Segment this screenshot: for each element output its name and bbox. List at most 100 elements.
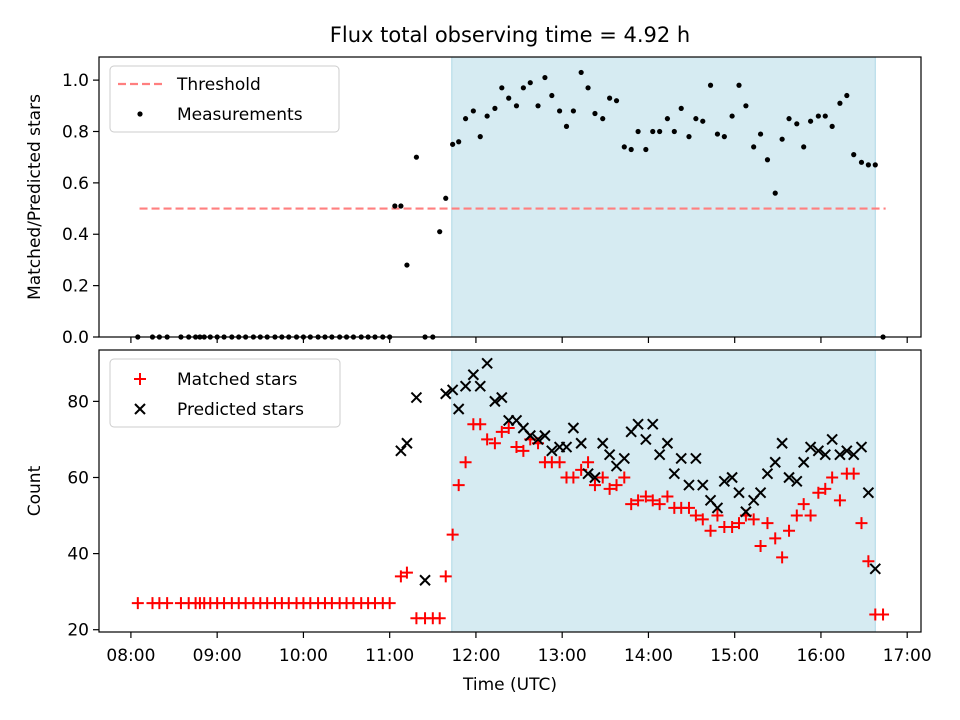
bottom-legend-box	[109, 358, 341, 428]
matched-star-point	[588, 479, 601, 492]
measurement-point	[462, 116, 469, 122]
measurement-point	[794, 121, 800, 127]
measurement-point	[751, 144, 757, 150]
predicted-star-point	[661, 437, 674, 449]
measurement-point	[450, 141, 456, 147]
predicted-star-point	[401, 437, 413, 449]
predicted-star-point	[769, 456, 781, 468]
predicted-star-point	[812, 445, 825, 457]
predicted-star-point	[419, 574, 431, 586]
predicted-star-point	[668, 467, 681, 480]
matched-star-point	[733, 517, 746, 530]
matched-star-point	[819, 482, 832, 495]
predicted-star-point	[718, 475, 731, 488]
predicted-legend-label: Predicted stars	[177, 400, 304, 420]
matched-star-point	[855, 517, 868, 530]
predicted-star-point	[489, 395, 501, 408]
measurement-point	[786, 116, 792, 122]
matched-star-point	[452, 479, 465, 492]
predicted-star-point	[783, 471, 795, 484]
measurement-point	[535, 103, 541, 109]
measurement-point	[613, 98, 620, 104]
top-y-tick-label: 0.2	[62, 277, 89, 297]
matched-star-point	[439, 570, 452, 583]
matched-star-point	[862, 555, 875, 568]
measurement-point	[743, 103, 749, 109]
measurement-point	[437, 229, 443, 235]
predicted-star-point	[410, 391, 423, 404]
predicted-star-point	[740, 506, 752, 518]
predicted-star-point	[711, 502, 724, 514]
matched-star-point	[161, 597, 174, 610]
measurement-point	[392, 203, 398, 209]
matched-star-point	[783, 524, 796, 537]
matched-star-point	[812, 486, 825, 499]
predicted-star-point	[791, 475, 803, 488]
predicted-star-point	[618, 452, 630, 465]
x-tick-label: 10:00	[279, 646, 328, 666]
predicted-star-point	[804, 441, 817, 453]
top-panel: 0.0 0.2 0.4 0.6 0.8 1.0 Matched/Predicted sta…	[25, 56, 922, 348]
measurement-point	[807, 118, 814, 124]
matched-star-point	[625, 498, 638, 511]
matched-star-point	[510, 441, 523, 454]
measurement-point	[413, 154, 420, 160]
top-highlight-span	[451, 56, 876, 338]
matched-star-point	[761, 517, 774, 530]
measurement-point	[729, 113, 735, 119]
bottom-axes-frame	[98, 349, 922, 633]
predicted-star-point	[632, 418, 644, 430]
x-tick-label: 11:00	[365, 646, 414, 666]
predicted-star-point	[862, 487, 875, 499]
matched-star-point	[833, 494, 846, 507]
measurement-point	[837, 100, 843, 106]
measurement-point	[872, 162, 878, 168]
top-axes-frame	[98, 56, 922, 338]
measurement-point	[506, 95, 512, 101]
matched-star-point	[797, 498, 810, 511]
predicted-star-point	[496, 391, 508, 404]
predicted-star-points	[395, 357, 881, 586]
matched-star-point	[618, 471, 631, 484]
top-y-ticks: 0.0 0.2 0.4 0.6 0.8 1.0	[62, 71, 99, 348]
measurement-point	[404, 262, 410, 268]
measurement-point	[600, 116, 606, 122]
top-y-tick-label: 1.0	[62, 71, 89, 91]
matched-star-point	[826, 471, 839, 484]
bottom-y-ticks: 20 40 60 80	[67, 392, 99, 641]
matched-star-point	[769, 532, 782, 545]
measurement-point	[592, 110, 598, 117]
measurement-point	[628, 146, 634, 153]
matched-star-point	[653, 498, 666, 511]
measurement-point	[635, 128, 641, 135]
predicted-star-point	[459, 380, 472, 392]
predicted-star-point	[582, 467, 594, 480]
x-tick-label: 14:00	[624, 646, 673, 666]
matched-star-point	[446, 528, 459, 541]
predicted-star-point	[532, 433, 544, 446]
predicted-star-point	[452, 403, 465, 415]
bottom-x-ticks: 08:00 09:00 10:00 11:00 12:00 13:00 14:00 15:00…	[106, 632, 932, 666]
predicted-star-point	[855, 441, 868, 453]
matched-star-point	[394, 570, 407, 583]
matched-star-point	[661, 490, 674, 503]
measurement-point	[470, 108, 476, 114]
predicted-star-point	[826, 433, 838, 446]
matched-star-point	[582, 456, 595, 469]
matched-star-point	[639, 490, 652, 503]
measurement-point	[585, 85, 591, 91]
measurement-point	[607, 95, 613, 101]
matched-star-point	[481, 433, 494, 446]
measurement-point	[527, 80, 533, 86]
measurement-point	[621, 144, 627, 150]
predicted-legend-swatch	[134, 403, 146, 415]
top-y-tick-label: 0.4	[62, 225, 89, 245]
matched-star-points	[131, 418, 890, 625]
predicted-star-point	[869, 563, 881, 575]
matched-star-point	[400, 566, 413, 579]
matched-star-point	[459, 456, 472, 469]
measurement-point	[721, 134, 727, 140]
top-legend: Threshold Measurements	[109, 65, 340, 133]
measurement-points	[135, 69, 886, 340]
matched-star-point	[495, 425, 508, 438]
